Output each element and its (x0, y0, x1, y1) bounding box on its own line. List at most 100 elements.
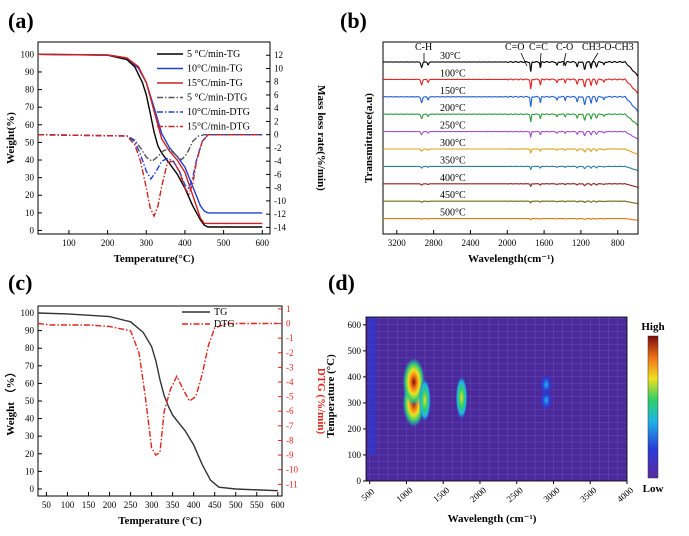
panel-c-series-line-1 (37, 312, 278, 492)
panel-b-spectrum-line (383, 200, 638, 205)
panel-b-spectrum-line (383, 183, 638, 188)
panel-c: 50 100 150 200 250 300 350 400 450 500 550 600 0102… (4, 304, 327, 527)
panel-b-xtick-label: 1200 (572, 238, 591, 248)
panel-a-legend-label: 5 °C/min-TG (187, 49, 240, 60)
panel-c-y2tick-label: -1 (286, 333, 294, 343)
panel-a-legend: 5 °C/min-TG 10°C/min-TG 15°C/min-TG 5 °C/mi… (157, 49, 250, 133)
panel-c-y2tick-label: 0 (286, 319, 291, 329)
panel-a-legend-label: 10°C/min-DTG (187, 107, 250, 118)
panel-c-y2ticks: 1 0 -1 -2 -3 -4 -5 -6 -7 -8 -9 -10 -11 (278, 304, 298, 489)
panel-c-xtick-label: 500 (229, 500, 243, 510)
panel-a-xtick-label: 600 (256, 238, 270, 248)
panel-c-y2tick-label: -9 (286, 450, 294, 460)
panel-a-series-line-5 (37, 133, 263, 190)
panel-b-temperature-labels: 30°C 100°C 150°C 200°C 250°C 300°C 350°C 400°C 4… (440, 51, 466, 219)
panel-c-ytick-label: 100 (21, 308, 35, 318)
panel-a-ytick-label: 80 (25, 85, 35, 95)
panel-d-ytick-label: 200 (348, 424, 362, 434)
panel-a-ytick-label: 100 (21, 49, 35, 59)
panel-c-ytick-label: 40 (25, 414, 35, 424)
panel-d-xtick-label: 2000 (468, 485, 489, 505)
panel-b-temperature-label: 450°C (440, 190, 466, 201)
panel-a-y2tick-label: 2 (274, 116, 279, 126)
panel-c-ytick-label: 50 (25, 396, 35, 406)
panel-a-y2tick-label: 0 (274, 130, 279, 140)
panel-a-label: (a) (8, 8, 34, 33)
panel-b-xticks: 3200 2800 2400 2000 1600 1200 800 (388, 230, 625, 248)
panel-d-ylabel: Temperature (°C) (325, 354, 337, 438)
panel-b-spectrum-line (383, 148, 639, 156)
panel-c-y2tick-label: -6 (286, 406, 294, 416)
panel-d-xtick-label: 4000 (615, 485, 636, 505)
panel-a-ytick-label: 20 (25, 190, 35, 200)
panel-b-temperature-label: 150°C (440, 86, 466, 97)
heatmap-hotspot (540, 374, 553, 395)
panel-d-ytick-label: 600 (348, 320, 362, 330)
panel-c-legend-label: DTG (214, 319, 235, 330)
panel-c-y2label: DTG (%/min) (315, 368, 327, 435)
panel-b-spectrum-line (383, 61, 639, 77)
annotation-ch3-o-ch3: CH3-O-CH3 (582, 42, 634, 53)
panel-d-ytick-label: 100 (348, 450, 362, 460)
panel-a-y2tick-label: 4 (274, 103, 279, 113)
panel-c-xtick-label: 250 (124, 500, 138, 510)
panel-a-xlabel: Temperature(°C) (114, 253, 195, 265)
panel-c-xtick-label: 150 (82, 500, 96, 510)
panel-a-xtick-label: 300 (140, 238, 154, 248)
heatmap-hotspots (368, 317, 553, 455)
panel-a-yticks: 0 10 20 30 40 50 60 70 80 90 100 (21, 49, 42, 235)
panel-a-ytick-label: 10 (25, 208, 35, 218)
panel-b-spectrum-line (383, 78, 639, 94)
panel-a-legend-label: 15°C/min-DTG (187, 122, 250, 133)
panel-b-spectrum-line (383, 218, 638, 221)
panel-c-ytick-label: 0 (30, 484, 35, 494)
panel-c-y2tick-label: -8 (286, 435, 294, 445)
panel-c-ytick-label: 30 (25, 431, 35, 441)
panel-b-spectrum-line (383, 95, 639, 113)
panel-a-y2tick-label: 8 (274, 77, 279, 87)
panel-b-spectrum-line (383, 113, 639, 126)
panel-b-spectrum-line (383, 165, 639, 172)
panel-a-y2tick-label: 6 (274, 90, 279, 100)
panel-b-temperature-label: 300°C (440, 138, 466, 149)
panel-a-frame (37, 41, 271, 235)
panel-a-legend-label: 15°C/min-TG (187, 78, 243, 89)
panel-d-ytick-label: 400 (348, 372, 362, 382)
panel-b-temperature-label: 30°C (440, 51, 461, 62)
annotation-c-c: C=C (529, 42, 548, 53)
heatmap-hotspot (540, 390, 553, 411)
panel-a-series (37, 53, 263, 228)
panel-a: 100 200 300 400 500 600 010203040506070809010… (5, 41, 327, 265)
panel-b-spectra (383, 61, 639, 221)
panel-d-xtick-label: 1000 (394, 485, 415, 505)
panel-b-xtick-label: 3200 (388, 238, 407, 248)
panel-a-xtick-label: 100 (62, 238, 76, 248)
panel-c-y2tick-label: -7 (286, 421, 294, 431)
panel-b-temperature-label: 200°C (440, 103, 466, 114)
panel-b-temperature-label: 500°C (440, 208, 466, 219)
annotation-c-c-pointer (539, 52, 542, 67)
panel-c-series-line-2 (37, 322, 278, 457)
panel-a-legend-label: 5 °C/min-DTG (187, 93, 247, 104)
panel-c-ylabel: Weight （%） (4, 366, 17, 435)
panel-b-temperature-label: 350°C (440, 155, 466, 166)
panel-b-xtick-label: 1600 (535, 238, 554, 248)
panel-a-ytick-label: 50 (25, 137, 35, 147)
panel-c-ytick-label: 80 (25, 343, 35, 353)
panel-c-xtick-label: 600 (271, 500, 285, 510)
panel-c-legend-label: TG (214, 307, 227, 318)
panel-a-y2label: Mass loss rate(%/min) (315, 85, 327, 191)
panel-a-xtick-label: 200 (101, 238, 115, 248)
colorbar (647, 335, 659, 479)
colorbar-high-label: High (641, 321, 664, 333)
panel-c-y2tick-label: -3 (286, 362, 294, 372)
panel-c-xtick-label: 50 (42, 500, 52, 510)
panel-a-xtick-label: 500 (217, 238, 231, 248)
panel-a-y2tick-label: -4 (274, 156, 282, 166)
panel-a-xticks: 100 200 300 400 500 600 (62, 230, 270, 248)
panel-a-ytick-label: 40 (25, 155, 35, 165)
panel-d-yticks: 0 100 200 300 400 500 600 (348, 320, 366, 486)
panel-a-ytick-label: 30 (25, 173, 35, 183)
panel-b-label: (b) (340, 8, 367, 33)
